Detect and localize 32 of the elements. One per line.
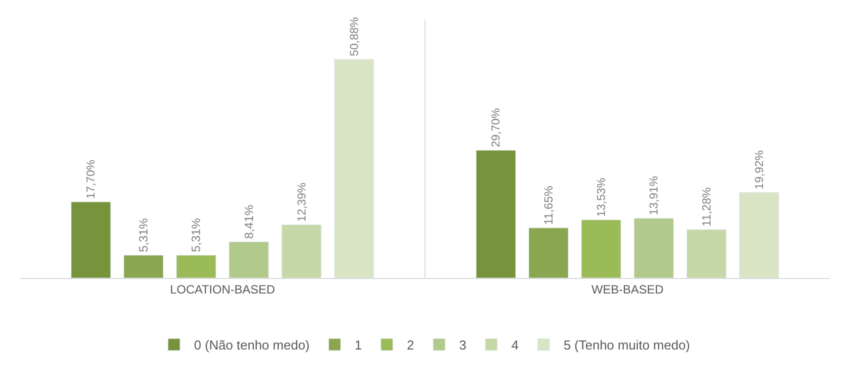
legend-label: 1	[354, 338, 362, 353]
legend-label: 4	[511, 338, 519, 353]
data-label: 29,70%	[490, 108, 503, 148]
data-label: 50,88%	[348, 17, 361, 56]
bar	[476, 150, 516, 278]
bar	[124, 254, 164, 278]
legend-label: 0 (Não tenho medo)	[194, 338, 310, 353]
legend-label: 5 (Tenho muito medo)	[564, 338, 690, 353]
data-label: 5,31%	[189, 218, 204, 252]
bar	[70, 202, 111, 278]
bar	[528, 228, 569, 278]
legend-label: 3	[459, 338, 466, 353]
bar	[281, 224, 322, 278]
legend-label: 2	[406, 338, 414, 353]
bar	[334, 58, 374, 278]
data-label: 19,92%	[754, 150, 766, 190]
bar	[739, 192, 780, 278]
data-label: 5,31%	[136, 218, 151, 252]
bar	[581, 220, 622, 278]
data-label: 13,91%	[648, 176, 661, 216]
data-label: 13,53%	[596, 178, 608, 217]
bar	[228, 242, 269, 278]
data-label: 12,39%	[296, 182, 308, 222]
data-label: 11,65%	[541, 185, 556, 225]
data-label: 17,70%	[86, 160, 98, 199]
x-tick-label: WEB-BASED	[591, 282, 664, 296]
bar	[634, 218, 674, 278]
x-tick-label: LOCATION-BASED	[170, 282, 276, 296]
bar	[176, 254, 216, 278]
bar	[686, 229, 726, 278]
data-label: 11,28%	[699, 186, 714, 226]
data-label: 8,41%	[242, 204, 256, 239]
